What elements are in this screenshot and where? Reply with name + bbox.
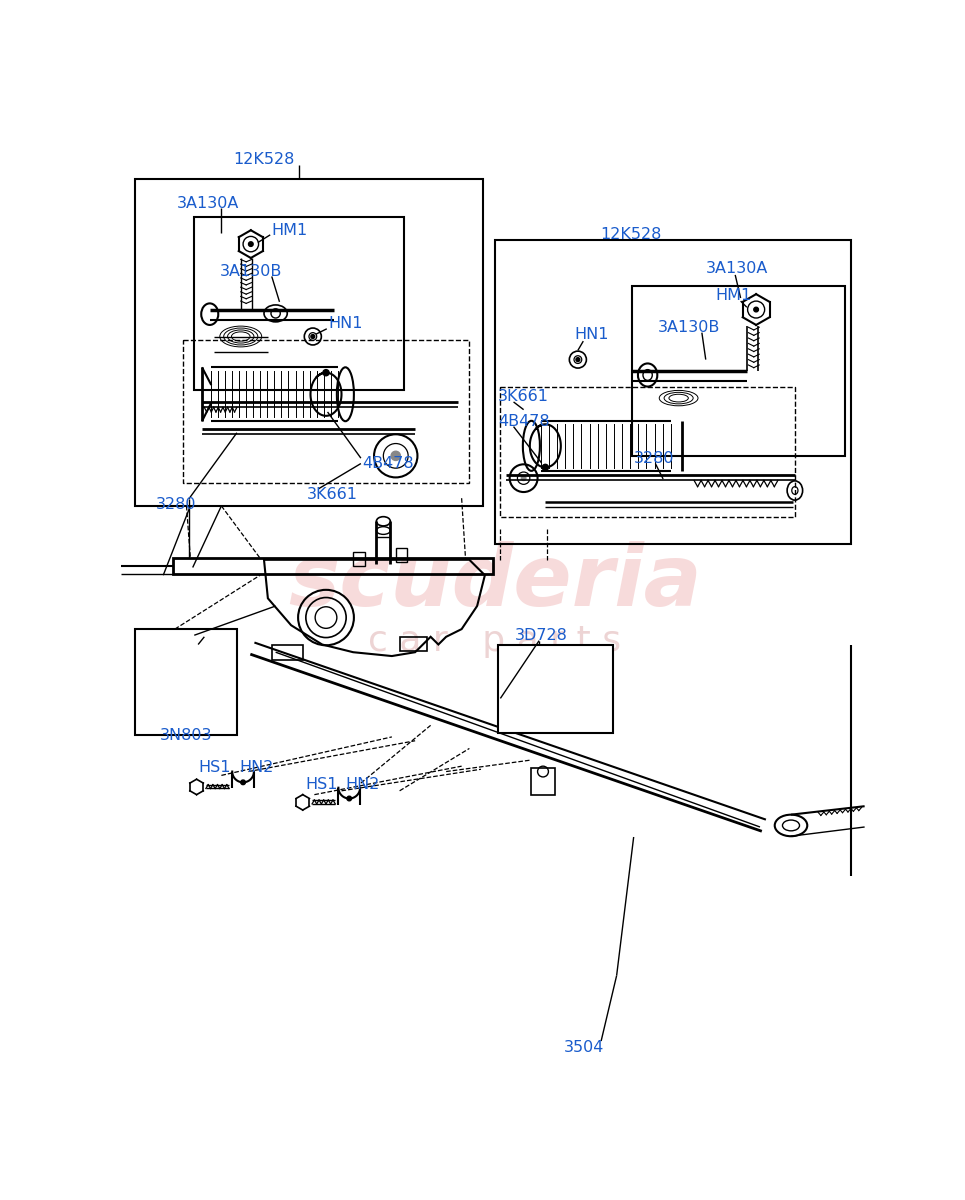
- Circle shape: [391, 451, 400, 461]
- Text: HM1: HM1: [716, 288, 752, 304]
- Circle shape: [521, 476, 526, 480]
- Text: 3280: 3280: [155, 497, 196, 512]
- Circle shape: [149, 694, 170, 715]
- Text: 3A130A: 3A130A: [705, 262, 768, 276]
- Bar: [564, 654, 571, 662]
- Circle shape: [311, 335, 315, 338]
- Bar: [134, 179, 483, 506]
- Circle shape: [323, 370, 329, 376]
- Bar: [498, 644, 613, 733]
- Text: scuderia: scuderia: [289, 541, 702, 624]
- Bar: [566, 679, 575, 689]
- Text: c a r   p a r t s: c a r p a r t s: [369, 624, 621, 658]
- Circle shape: [240, 780, 245, 785]
- Bar: [182, 341, 469, 482]
- Text: 3K661: 3K661: [307, 487, 358, 502]
- Circle shape: [249, 241, 253, 246]
- Text: 3280: 3280: [634, 451, 675, 466]
- Text: HM1: HM1: [272, 223, 308, 238]
- Circle shape: [576, 358, 580, 361]
- Circle shape: [542, 464, 548, 470]
- Text: 3504: 3504: [564, 1039, 604, 1055]
- Text: HN1: HN1: [328, 316, 363, 331]
- Text: HN2: HN2: [239, 761, 273, 775]
- Text: 3A130B: 3A130B: [220, 264, 282, 278]
- Text: 3A130A: 3A130A: [177, 196, 238, 211]
- Text: HS1: HS1: [305, 778, 338, 792]
- Circle shape: [347, 796, 351, 800]
- Bar: [501, 386, 795, 517]
- Circle shape: [174, 694, 195, 715]
- Bar: [159, 643, 186, 682]
- Circle shape: [202, 632, 207, 637]
- Bar: [353, 552, 365, 566]
- Bar: [400, 637, 427, 650]
- Text: HN2: HN2: [345, 778, 380, 792]
- Text: HS1: HS1: [198, 761, 231, 775]
- Bar: [134, 629, 236, 736]
- Bar: [396, 548, 407, 562]
- Bar: [532, 768, 555, 794]
- Text: 3A130B: 3A130B: [658, 319, 720, 335]
- Text: 3D728: 3D728: [515, 628, 568, 643]
- Bar: [272, 644, 303, 660]
- Bar: [495, 240, 851, 545]
- Text: 4B478: 4B478: [498, 414, 550, 428]
- Bar: [194, 217, 403, 390]
- Text: HN1: HN1: [574, 328, 609, 342]
- Text: 3N803: 3N803: [159, 728, 212, 743]
- Text: 12K528: 12K528: [600, 227, 662, 241]
- Bar: [575, 654, 583, 665]
- Circle shape: [754, 307, 758, 312]
- Text: 4B478: 4B478: [363, 456, 414, 472]
- Text: 12K528: 12K528: [234, 152, 294, 167]
- Bar: [632, 287, 845, 456]
- Text: 3K661: 3K661: [498, 389, 549, 404]
